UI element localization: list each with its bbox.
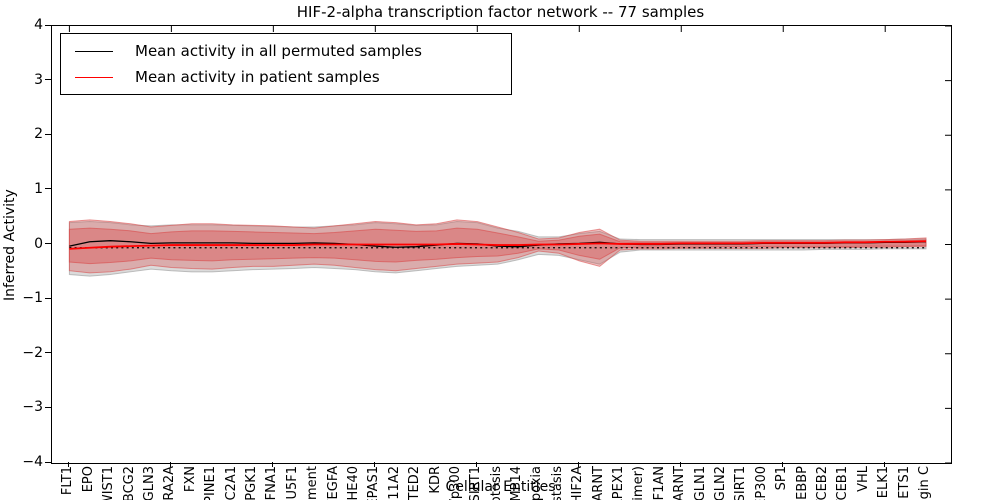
line-series-1 bbox=[69, 240, 927, 250]
plot-area: Mean activity in all permuted samples Me… bbox=[51, 25, 952, 464]
x-tick-mark bbox=[475, 462, 477, 467]
y-tick-mark bbox=[45, 461, 51, 463]
y-tick-label: 2 bbox=[34, 126, 43, 143]
legend-item-permuted: Mean activity in all permuted samples bbox=[61, 38, 511, 64]
legend-label: Mean activity in all permuted samples bbox=[135, 42, 422, 60]
legend-line-sample-red bbox=[75, 76, 113, 78]
y-tick-label: −4 bbox=[22, 454, 43, 470]
y-tick-mark bbox=[45, 133, 51, 135]
x-axis-label: Cellular Entities bbox=[445, 479, 556, 495]
band-0 bbox=[68, 221, 927, 277]
legend-label: Mean activity in patient samples bbox=[135, 68, 380, 86]
x-tick-mark bbox=[577, 462, 579, 467]
chart-title: HIF-2-alpha transcription factor network… bbox=[296, 3, 705, 21]
y-tick-mark bbox=[45, 352, 51, 354]
y-tick-label: −2 bbox=[22, 344, 43, 361]
y-tick-label: 3 bbox=[34, 71, 43, 88]
y-tick-mark bbox=[45, 297, 51, 299]
y-tick-label: −1 bbox=[22, 290, 43, 307]
legend-item-patient: Mean activity in patient samples bbox=[61, 64, 511, 90]
y-tick-label: −3 bbox=[22, 399, 43, 416]
y-tick-mark bbox=[45, 24, 51, 26]
x-tick-mark bbox=[373, 462, 375, 467]
y-tick-mark bbox=[45, 79, 51, 81]
y-tick-mark bbox=[45, 188, 51, 190]
x-tick-mark bbox=[883, 462, 885, 467]
legend: Mean activity in all permuted samples Me… bbox=[60, 33, 512, 95]
x-tick-mark bbox=[169, 462, 171, 467]
x-tick-mark bbox=[781, 462, 783, 467]
y-tick-label: 4 bbox=[34, 17, 43, 33]
y-tick-mark bbox=[45, 243, 51, 244]
y-tick-label: 0 bbox=[34, 235, 43, 252]
x-tick-mark bbox=[679, 462, 681, 467]
y-tick-label: 1 bbox=[34, 180, 43, 197]
legend-line-sample-black bbox=[75, 50, 113, 52]
x-tick-mark bbox=[67, 462, 69, 467]
x-tick-mark bbox=[271, 462, 273, 467]
y-tick-mark bbox=[45, 406, 51, 408]
plot-canvas bbox=[68, 26, 951, 463]
